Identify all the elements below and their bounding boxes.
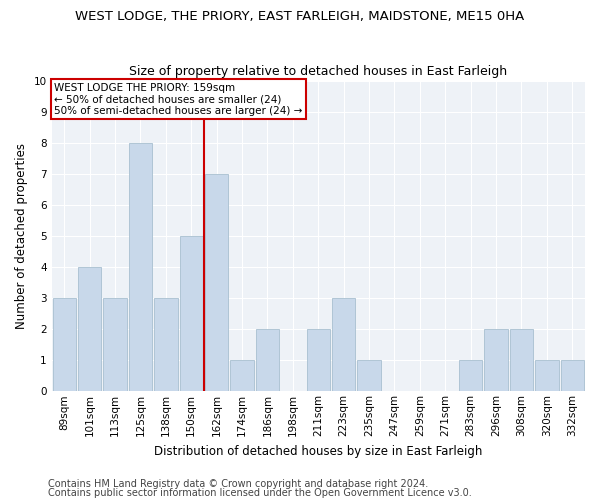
Bar — [535, 360, 559, 392]
Title: Size of property relative to detached houses in East Farleigh: Size of property relative to detached ho… — [129, 66, 508, 78]
Bar — [484, 329, 508, 392]
Text: WEST LODGE THE PRIORY: 159sqm
← 50% of detached houses are smaller (24)
50% of s: WEST LODGE THE PRIORY: 159sqm ← 50% of d… — [54, 82, 302, 116]
Bar — [560, 360, 584, 392]
X-axis label: Distribution of detached houses by size in East Farleigh: Distribution of detached houses by size … — [154, 444, 482, 458]
Bar — [78, 267, 101, 392]
Bar — [179, 236, 203, 392]
Text: Contains HM Land Registry data © Crown copyright and database right 2024.: Contains HM Land Registry data © Crown c… — [48, 479, 428, 489]
Bar — [53, 298, 76, 392]
Bar — [154, 298, 178, 392]
Text: WEST LODGE, THE PRIORY, EAST FARLEIGH, MAIDSTONE, ME15 0HA: WEST LODGE, THE PRIORY, EAST FARLEIGH, M… — [76, 10, 524, 23]
Bar — [103, 298, 127, 392]
Bar — [459, 360, 482, 392]
Y-axis label: Number of detached properties: Number of detached properties — [15, 143, 28, 329]
Bar — [230, 360, 254, 392]
Bar — [358, 360, 381, 392]
Text: Contains public sector information licensed under the Open Government Licence v3: Contains public sector information licen… — [48, 488, 472, 498]
Bar — [307, 329, 330, 392]
Bar — [129, 143, 152, 392]
Bar — [205, 174, 229, 392]
Bar — [510, 329, 533, 392]
Bar — [256, 329, 279, 392]
Bar — [332, 298, 355, 392]
